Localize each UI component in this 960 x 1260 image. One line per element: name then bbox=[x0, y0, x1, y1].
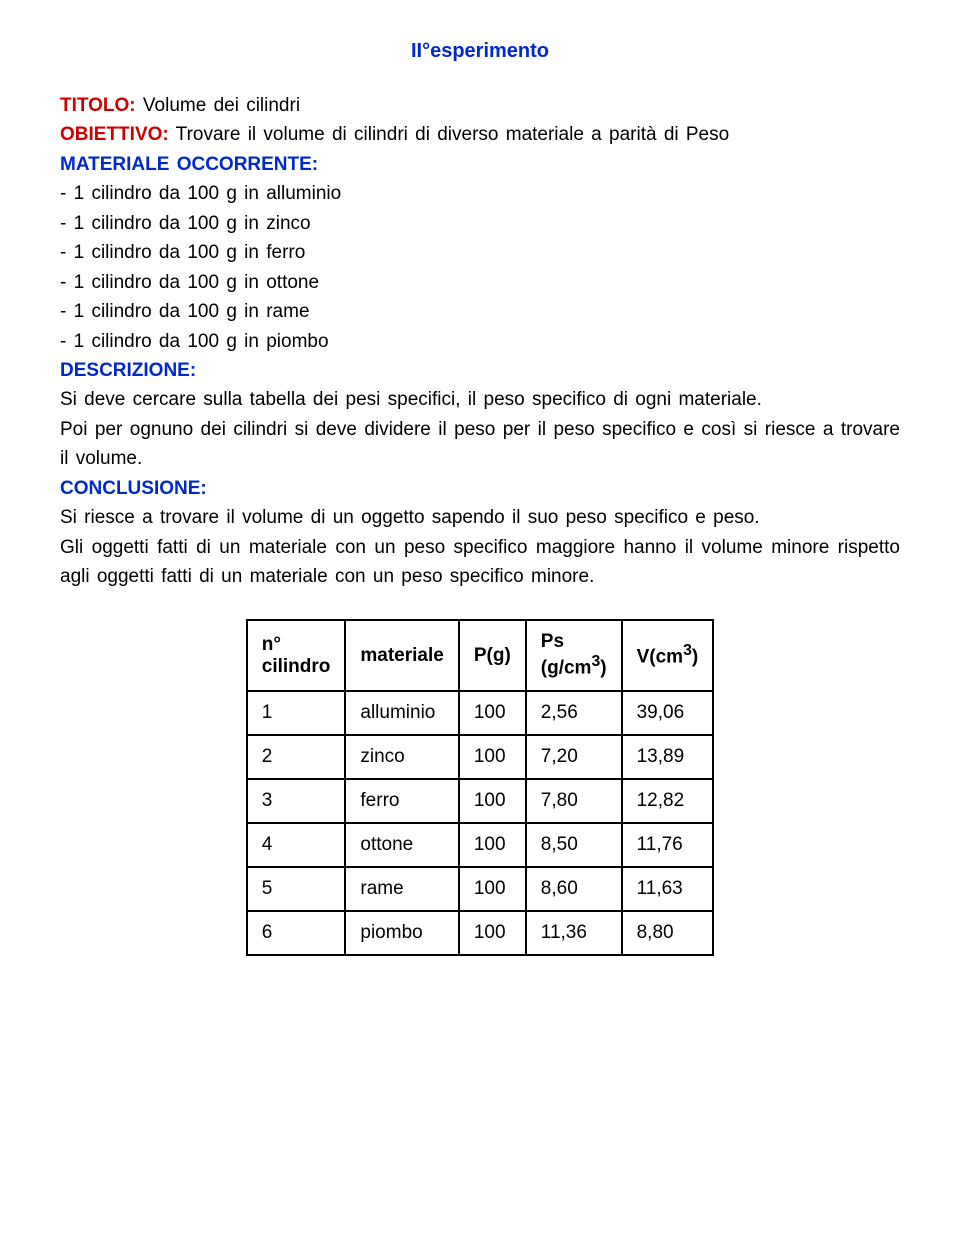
cell-v: 13,89 bbox=[622, 735, 714, 779]
cell-v: 11,63 bbox=[622, 867, 714, 911]
cell-p: 100 bbox=[459, 867, 526, 911]
conclusione-text-1: Si riesce a trovare il volume di un ogge… bbox=[60, 503, 900, 532]
cell-p: 100 bbox=[459, 691, 526, 735]
material-item-5: - 1 cilindro da 100 g in rame bbox=[60, 297, 900, 326]
header-v-pre: V(cm bbox=[637, 647, 683, 668]
cell-mat: zinco bbox=[345, 735, 458, 779]
cell-mat: alluminio bbox=[345, 691, 458, 735]
table-row: 2 zinco 100 7,20 13,89 bbox=[247, 735, 713, 779]
table-row: 4 ottone 100 8,50 11,76 bbox=[247, 823, 713, 867]
header-n-cilindro: n° cilindro bbox=[247, 620, 346, 690]
cell-mat: ferro bbox=[345, 779, 458, 823]
cell-ps: 8,50 bbox=[526, 823, 622, 867]
cell-ps: 11,36 bbox=[526, 911, 622, 955]
cell-ps: 8,60 bbox=[526, 867, 622, 911]
descrizione-label: DESCRIZIONE: bbox=[60, 360, 196, 381]
cell-n: 5 bbox=[247, 867, 346, 911]
material-item-1: - 1 cilindro da 100 g in alluminio bbox=[60, 179, 900, 208]
header-cilindro: cilindro bbox=[262, 656, 331, 677]
cell-v: 11,76 bbox=[622, 823, 714, 867]
cell-mat: piombo bbox=[345, 911, 458, 955]
cell-v: 12,82 bbox=[622, 779, 714, 823]
experiment-title: II°esperimento bbox=[60, 40, 900, 63]
header-ps-unit-pre: (g/cm bbox=[541, 658, 592, 679]
table-row: 1 alluminio 100 2,56 39,06 bbox=[247, 691, 713, 735]
table-row: 6 piombo 100 11,36 8,80 bbox=[247, 911, 713, 955]
conclusione-text-2: Gli oggetti fatti di un materiale con un… bbox=[60, 533, 900, 592]
titolo-line: TITOLO: Volume dei cilindri bbox=[60, 91, 900, 120]
table-body: 1 alluminio 100 2,56 39,06 2 zinco 100 7… bbox=[247, 691, 713, 955]
header-v-post: ) bbox=[692, 647, 698, 668]
header-v: V(cm3) bbox=[622, 620, 714, 690]
header-ps-text: Ps bbox=[541, 631, 564, 652]
table-row: 3 ferro 100 7,80 12,82 bbox=[247, 779, 713, 823]
conclusione-label: CONCLUSIONE: bbox=[60, 478, 207, 499]
cell-p: 100 bbox=[459, 823, 526, 867]
materiale-label-line: MATERIALE OCCORRENTE: bbox=[60, 150, 900, 179]
descrizione-text-2: Poi per ognuno dei cilindri si deve divi… bbox=[60, 415, 900, 474]
cell-p: 100 bbox=[459, 911, 526, 955]
descrizione-text-1: Si deve cercare sulla tabella dei pesi s… bbox=[60, 385, 900, 414]
cell-ps: 7,20 bbox=[526, 735, 622, 779]
header-pg: P(g) bbox=[459, 620, 526, 690]
cell-mat: rame bbox=[345, 867, 458, 911]
cell-n: 6 bbox=[247, 911, 346, 955]
conclusione-label-line: CONCLUSIONE: bbox=[60, 474, 900, 503]
data-table: n° cilindro materiale P(g) Ps (g/cm3) V(… bbox=[246, 619, 714, 955]
header-ps: Ps (g/cm3) bbox=[526, 620, 622, 690]
titolo-label: TITOLO: bbox=[60, 95, 136, 116]
cell-ps: 2,56 bbox=[526, 691, 622, 735]
cell-v: 39,06 bbox=[622, 691, 714, 735]
materiale-label: MATERIALE OCCORRENTE: bbox=[60, 154, 318, 175]
cell-n: 3 bbox=[247, 779, 346, 823]
header-ps-sup: 3 bbox=[591, 653, 600, 670]
cell-ps: 7,80 bbox=[526, 779, 622, 823]
obiettivo-label: OBIETTIVO: bbox=[60, 124, 169, 145]
descrizione-label-line: DESCRIZIONE: bbox=[60, 356, 900, 385]
cell-n: 4 bbox=[247, 823, 346, 867]
titolo-value: Volume dei cilindri bbox=[136, 95, 300, 116]
cell-n: 2 bbox=[247, 735, 346, 779]
header-v-sup: 3 bbox=[683, 642, 692, 659]
header-n: n° bbox=[262, 634, 281, 655]
cell-v: 8,80 bbox=[622, 911, 714, 955]
material-item-4: - 1 cilindro da 100 g in ottone bbox=[60, 268, 900, 297]
material-item-3: - 1 cilindro da 100 g in ferro bbox=[60, 238, 900, 267]
cell-n: 1 bbox=[247, 691, 346, 735]
table-row: 5 rame 100 8,60 11,63 bbox=[247, 867, 713, 911]
table-header-row: n° cilindro materiale P(g) Ps (g/cm3) V(… bbox=[247, 620, 713, 690]
header-materiale: materiale bbox=[345, 620, 458, 690]
obiettivo-value: Trovare il volume di cilindri di diverso… bbox=[169, 124, 729, 145]
material-item-6: - 1 cilindro da 100 g in piombo bbox=[60, 327, 900, 356]
material-item-2: - 1 cilindro da 100 g in zinco bbox=[60, 209, 900, 238]
cell-p: 100 bbox=[459, 779, 526, 823]
obiettivo-line: OBIETTIVO: Trovare il volume di cilindri… bbox=[60, 120, 900, 149]
cell-p: 100 bbox=[459, 735, 526, 779]
cell-mat: ottone bbox=[345, 823, 458, 867]
header-ps-unit-post: ) bbox=[600, 658, 606, 679]
